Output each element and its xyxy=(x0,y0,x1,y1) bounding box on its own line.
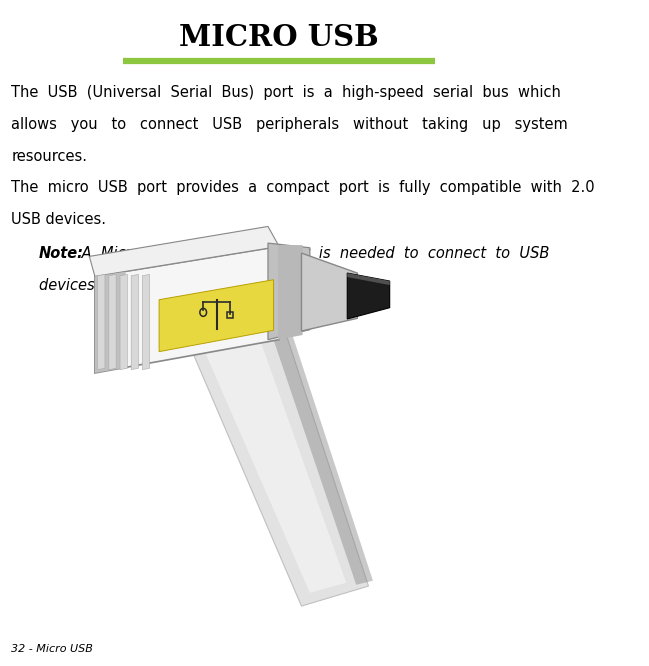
Text: A  Micro  USB  to  USB  adapter  is  needed  to  connect  to  USB: A Micro USB to USB adapter is needed to … xyxy=(77,246,550,262)
Bar xyxy=(227,312,233,318)
Polygon shape xyxy=(265,312,373,585)
Polygon shape xyxy=(142,274,150,370)
Polygon shape xyxy=(98,274,105,370)
Polygon shape xyxy=(90,226,279,276)
Polygon shape xyxy=(302,253,358,331)
Text: Note:: Note: xyxy=(39,246,84,262)
Text: allows   you   to   connect   USB   peripherals   without   taking   up   system: allows you to connect USB peripherals wi… xyxy=(11,117,568,133)
Polygon shape xyxy=(95,246,279,373)
Text: The  USB  (Universal  Serial  Bus)  port  is  a  high-speed  serial  bus  which: The USB (Universal Serial Bus) port is a… xyxy=(11,85,561,101)
Text: resources.: resources. xyxy=(11,149,87,165)
Polygon shape xyxy=(120,274,127,370)
Polygon shape xyxy=(268,243,310,340)
Polygon shape xyxy=(95,272,126,373)
Polygon shape xyxy=(347,273,389,285)
Polygon shape xyxy=(184,313,369,606)
Polygon shape xyxy=(278,245,302,340)
Polygon shape xyxy=(131,274,138,370)
Text: MICRO USB: MICRO USB xyxy=(179,23,379,53)
Text: devices that use a full-sized connector.: devices that use a full-sized connector. xyxy=(39,278,324,294)
Text: The  micro  USB  port  provides  a  compact  port  is  fully  compatible  with  : The micro USB port provides a compact po… xyxy=(11,180,594,195)
Text: USB devices.: USB devices. xyxy=(11,212,106,227)
Polygon shape xyxy=(347,273,389,319)
Polygon shape xyxy=(198,323,346,593)
Polygon shape xyxy=(159,280,274,352)
Text: 32 - Micro USB: 32 - Micro USB xyxy=(11,644,93,654)
Polygon shape xyxy=(109,274,116,370)
